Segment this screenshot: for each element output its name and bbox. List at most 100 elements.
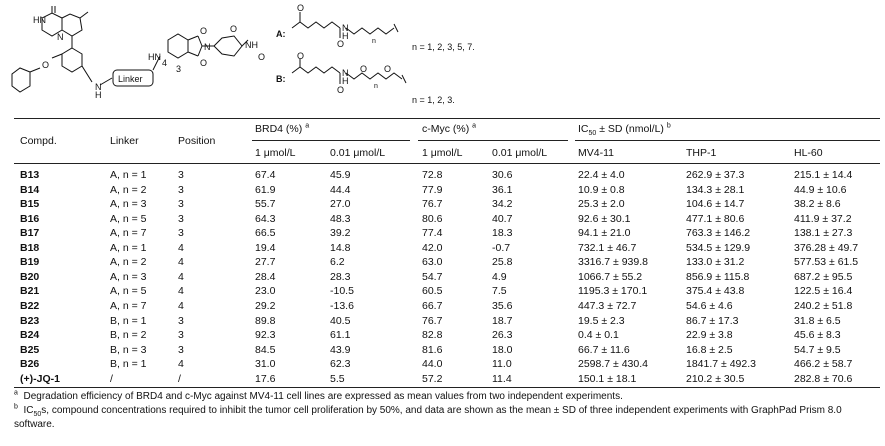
linker-box [112, 69, 154, 87]
brd4-group-rule [252, 140, 410, 141]
linker-a-o1: O [297, 3, 304, 13]
cell-hl60: 54.7 ± 9.5 [794, 343, 841, 356]
atom-nh-right: N [95, 82, 102, 92]
cell-cmyc-001um: 34.2 [492, 198, 513, 211]
cell-position: 4 [178, 270, 184, 283]
cell-cmyc-001um: 25.8 [492, 256, 513, 269]
cell-cmyc-001um: 26.3 [492, 329, 513, 342]
cell-brd4-001um: 40.5 [330, 314, 351, 327]
table-header-group: Compd. Linker Position [0, 134, 885, 148]
cell-hl60: 466.2 ± 58.7 [794, 358, 853, 371]
header-brd4: BRD4 (%) a [255, 122, 310, 136]
cell-thp1: 534.5 ± 129.9 [686, 241, 751, 254]
cell-mv411: 447.3 ± 72.7 [578, 299, 637, 312]
cell-cmyc-1um: 82.8 [422, 329, 443, 342]
table-row: B20 A, n = 3 4 28.4 28.3 54.7 4.9 1066.7 ± 55.2… [0, 270, 885, 284]
cell-hl60: 38.2 ± 8.6 [794, 198, 841, 211]
cell-position: 3 [178, 314, 184, 327]
cell-brd4-1um: 61.9 [255, 183, 276, 196]
position-4: 4 [162, 58, 167, 68]
atom-n-ring: N [204, 42, 211, 52]
cell-compd: B23 [20, 314, 40, 327]
table-row: B21 A, n = 5 4 23.0 -10.5 60.5 7.5 1195.3 ± 170… [0, 284, 885, 298]
cell-compd: B26 [20, 358, 40, 371]
cell-thp1: 856.9 ± 115.8 [686, 270, 750, 283]
linker-b-o1: O [297, 51, 304, 61]
table-row: B18 A, n = 1 4 19.4 14.8 42.0 -0.7 732.1 ± 46.7… [0, 241, 885, 255]
cell-hl60: 138.1 ± 27.3 [794, 227, 853, 240]
table-header-row-1: BRD4 (%) a c-Myc (%) a IC50 ± SD (nmol/L… [0, 122, 885, 138]
cell-position: 4 [178, 241, 184, 254]
cell-compd: B16 [20, 212, 40, 225]
cell-position: 4 [178, 256, 184, 269]
cell-cmyc-001um: 11.0 [492, 358, 512, 371]
table-row: B16 A, n = 5 3 64.3 48.3 80.6 40.7 92.6 ± 30.1 4… [0, 212, 885, 226]
cell-thp1: 54.6 ± 4.6 [686, 299, 733, 312]
cell-linker: A, n = 7 [110, 299, 147, 312]
cell-cmyc-001um: 4.9 [492, 270, 507, 283]
cell-cmyc-001um: 18.3 [492, 227, 513, 240]
cell-mv411: 94.1 ± 21.0 [578, 227, 631, 240]
table-header-rule [14, 163, 880, 164]
cell-brd4-001um: 39.2 [330, 227, 351, 240]
cell-brd4-1um: 29.2 [255, 299, 276, 312]
cell-cmyc-1um: 66.7 [422, 299, 443, 312]
table-row: (+)-JQ-1 / / 17.6 5.5 57.2 11.4 150.1 ± 18.1 210… [0, 372, 885, 386]
cell-linker: A, n = 2 [110, 183, 147, 196]
cell-mv411: 25.3 ± 2.0 [578, 198, 625, 211]
cell-brd4-1um: 89.8 [255, 314, 276, 327]
linker-b-o2: O [337, 85, 344, 95]
cell-cmyc-1um: 80.6 [422, 212, 443, 225]
cell-linker: / [110, 372, 113, 385]
cell-mv411: 19.5 ± 2.3 [578, 314, 625, 327]
cell-thp1: 763.3 ± 146.2 [686, 227, 751, 240]
header-hl60: HL-60 [794, 147, 823, 159]
cell-cmyc-1um: 76.7 [422, 198, 443, 211]
cell-hl60: 411.9 ± 37.2 [794, 212, 852, 225]
cell-cmyc-1um: 42.0 [422, 241, 443, 254]
cell-thp1: 22.9 ± 3.8 [686, 329, 733, 342]
degrader-structure [167, 33, 249, 59]
cell-compd: B14 [20, 183, 40, 196]
cmyc-group-rule [418, 140, 568, 141]
cell-position: 4 [178, 285, 184, 298]
cell-thp1: 134.3 ± 28.1 [686, 183, 745, 196]
core-structure [11, 6, 113, 93]
linker-b-label: B: [276, 74, 286, 84]
cell-compd: B17 [20, 227, 40, 240]
linker-b-range: n = 1, 2, 3. [412, 95, 455, 105]
cell-position: 3 [178, 343, 184, 356]
cell-thp1: 1841.7 ± 492.3 [686, 358, 756, 371]
cell-mv411: 2598.7 ± 430.4 [578, 358, 648, 371]
cell-compd: B25 [20, 343, 40, 356]
cell-cmyc-1um: 44.0 [422, 358, 443, 371]
cell-linker: B, n = 1 [110, 314, 147, 327]
cell-brd4-1um: 28.4 [255, 270, 276, 283]
atom-n-left: N [57, 32, 64, 42]
cell-linker: A, n = 5 [110, 212, 147, 225]
cell-compd: B13 [20, 169, 40, 181]
position-3: 3 [176, 64, 181, 74]
cell-brd4-1um: 67.4 [255, 169, 276, 181]
linker-label: Linker [118, 74, 143, 84]
cell-cmyc-1um: 81.6 [422, 343, 443, 356]
cell-brd4-1um: 55.7 [255, 198, 276, 211]
cell-hl60: 687.2 ± 95.5 [794, 270, 853, 283]
cell-compd: B18 [20, 241, 40, 254]
cell-cmyc-001um: 36.1 [492, 183, 513, 196]
cell-compd: (+)-JQ-1 [20, 372, 60, 385]
cell-brd4-001um: 14.8 [330, 241, 351, 254]
atom-o-top: O [200, 26, 207, 36]
header-linker: Linker [110, 135, 139, 147]
cell-brd4-1um: 17.6 [255, 372, 276, 385]
atom-o-left: O [42, 60, 49, 70]
linker-b-o4: O [384, 64, 391, 74]
footnote-b: b IC50s, compound concentrations require… [14, 403, 842, 430]
cell-thp1: 262.9 ± 37.3 [686, 169, 745, 181]
linker-b-o3: O [360, 64, 367, 74]
cell-thp1: 477.1 ± 80.6 [686, 212, 745, 225]
table-row: B13 A, n = 1 3 67.4 45.9 72.8 30.6 22.4 ± 4.0 26… [0, 168, 885, 182]
header-mv411: MV4-11 [578, 147, 614, 159]
table-row: B24 B, n = 2 3 92.3 61.1 82.8 26.3 0.4 ± 0.1 22.… [0, 328, 885, 342]
table-header-row-2: 1 μmol/L 0.01 μmol/L 1 μmol/L 0.01 μmol/… [0, 146, 885, 160]
